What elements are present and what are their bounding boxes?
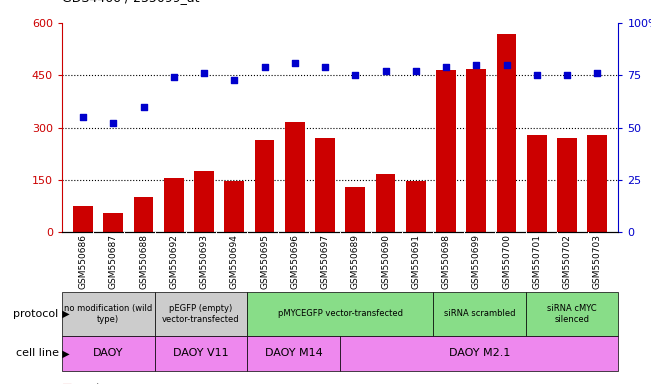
- Bar: [225, 181, 244, 232]
- Bar: [154, 336, 247, 371]
- Point: [108, 121, 118, 127]
- Point: [411, 68, 421, 74]
- Text: protocol: protocol: [13, 309, 59, 319]
- Point: [592, 70, 602, 76]
- Bar: [255, 140, 274, 232]
- Bar: [467, 69, 486, 232]
- Point: [169, 74, 179, 81]
- Text: GDS4466 / 235099_at: GDS4466 / 235099_at: [62, 0, 199, 4]
- Point: [138, 104, 148, 110]
- Bar: [62, 336, 154, 371]
- Bar: [247, 336, 340, 371]
- Text: ▶: ▶: [59, 348, 70, 358]
- Point: [532, 72, 542, 78]
- Bar: [194, 171, 214, 232]
- Text: DAOY V11: DAOY V11: [173, 348, 229, 358]
- Point: [229, 76, 240, 83]
- Text: siRNA scrambled: siRNA scrambled: [443, 310, 515, 318]
- Bar: [104, 213, 123, 232]
- Text: pMYCEGFP vector-transfected: pMYCEGFP vector-transfected: [277, 310, 403, 318]
- Text: DAOY: DAOY: [93, 348, 124, 358]
- Bar: [406, 181, 426, 232]
- Bar: [587, 135, 607, 232]
- Point: [501, 62, 512, 68]
- Text: count: count: [62, 383, 100, 384]
- Point: [350, 72, 361, 78]
- Bar: [433, 292, 525, 336]
- Bar: [346, 187, 365, 232]
- Point: [380, 68, 391, 74]
- Point: [290, 60, 300, 66]
- Bar: [376, 174, 395, 232]
- Bar: [133, 197, 154, 232]
- Bar: [154, 292, 247, 336]
- Point: [199, 70, 209, 76]
- Point: [471, 62, 482, 68]
- Bar: [164, 178, 184, 232]
- Point: [562, 72, 572, 78]
- Text: siRNA cMYC
silenced: siRNA cMYC silenced: [547, 304, 597, 324]
- Text: ■: ■: [62, 383, 72, 384]
- Bar: [73, 206, 93, 232]
- Point: [259, 64, 270, 70]
- Point: [78, 114, 89, 120]
- Bar: [315, 138, 335, 232]
- Bar: [436, 70, 456, 232]
- Text: no modification (wild
type): no modification (wild type): [64, 304, 152, 324]
- Bar: [340, 336, 618, 371]
- Text: DAOY M2.1: DAOY M2.1: [449, 348, 510, 358]
- Bar: [527, 135, 547, 232]
- Bar: [62, 292, 154, 336]
- Bar: [525, 292, 618, 336]
- Bar: [497, 33, 516, 232]
- Bar: [557, 138, 577, 232]
- Text: ▶: ▶: [59, 309, 70, 319]
- Bar: [247, 292, 433, 336]
- Text: cell line: cell line: [16, 348, 59, 358]
- Text: pEGFP (empty)
vector-transfected: pEGFP (empty) vector-transfected: [162, 304, 240, 324]
- Bar: [285, 122, 305, 232]
- Point: [441, 64, 451, 70]
- Text: DAOY M14: DAOY M14: [265, 348, 323, 358]
- Point: [320, 64, 330, 70]
